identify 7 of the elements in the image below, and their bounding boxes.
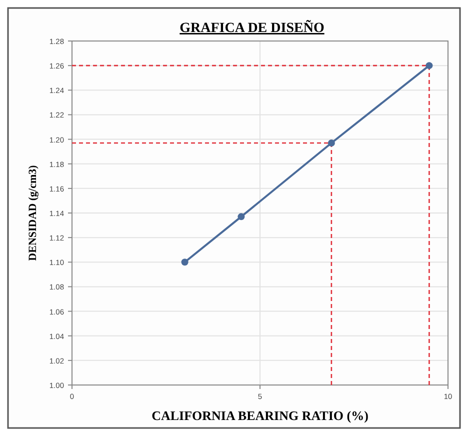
- point: [181, 258, 188, 266]
- point: [328, 139, 335, 146]
- chart-title: GRAFICA DE DISEÑO: [180, 19, 324, 36]
- x-axis-title: CALIFORNIA BEARING RATIO (%): [152, 408, 368, 423]
- point: [426, 62, 433, 70]
- point: [238, 213, 245, 220]
- y-axis-title: DENSIDAD (g/cm3): [27, 164, 39, 261]
